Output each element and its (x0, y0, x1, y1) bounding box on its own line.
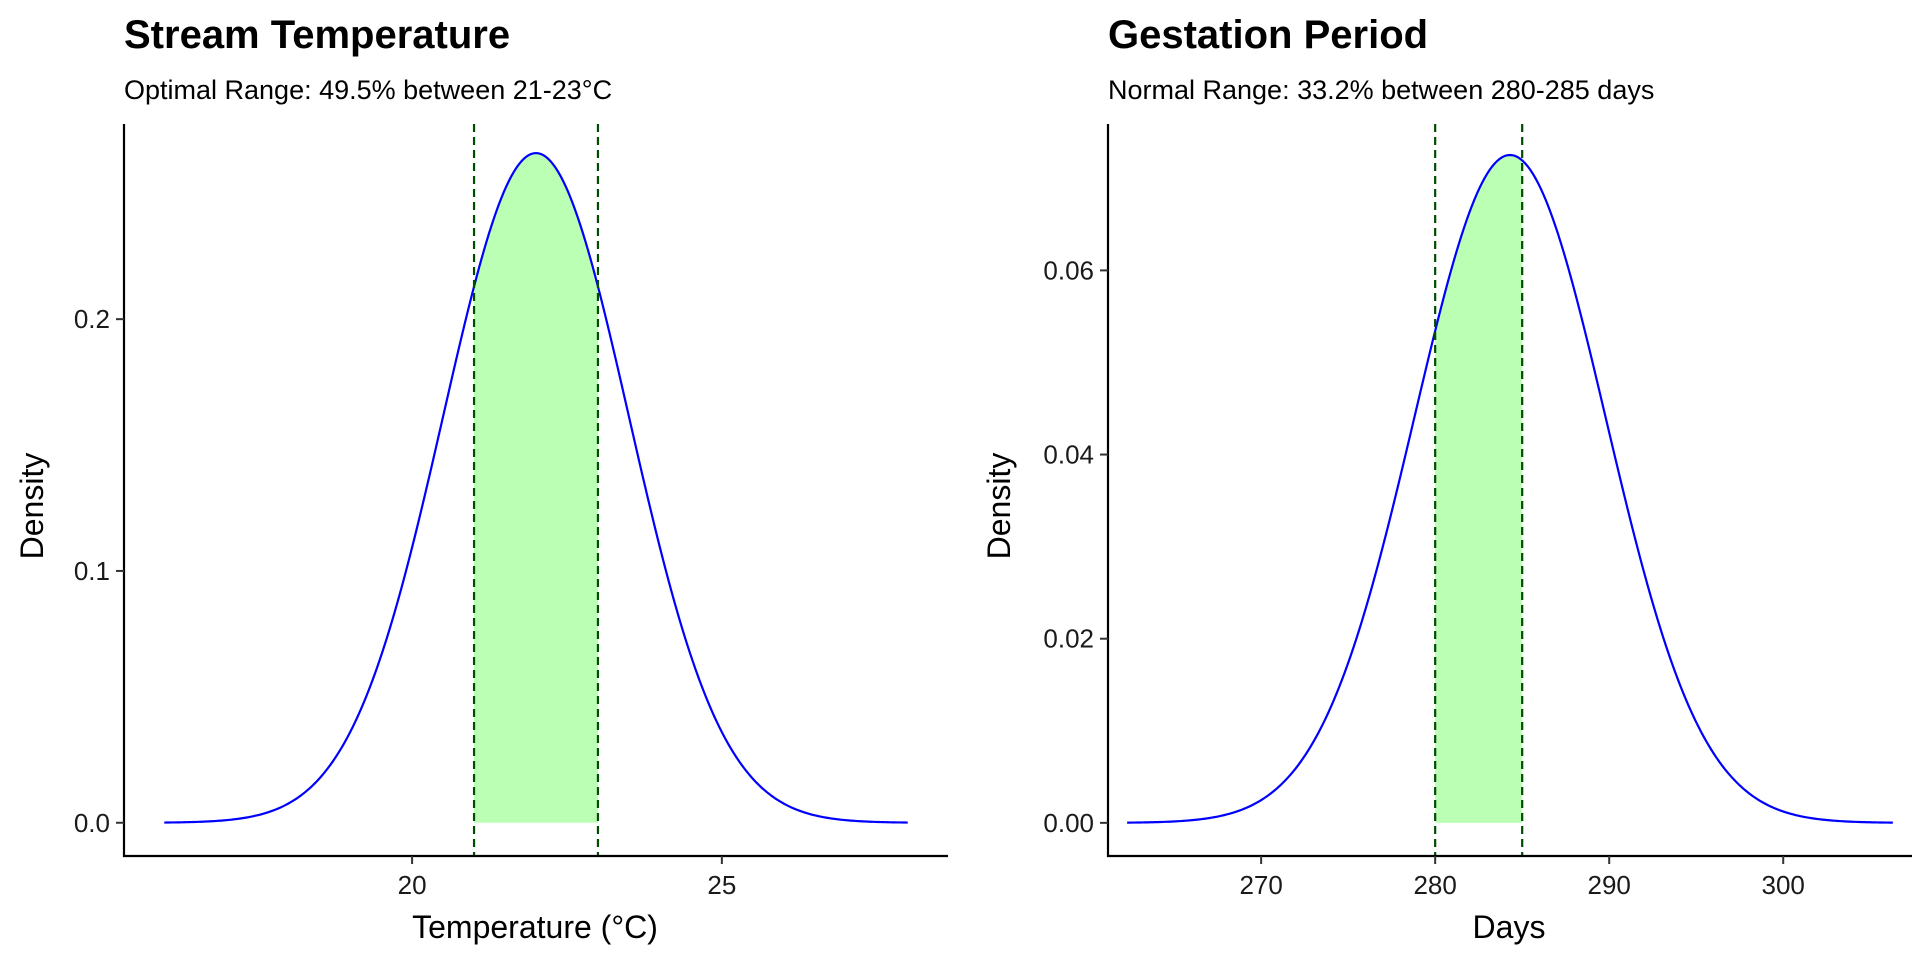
chart-title: Stream Temperature (124, 13, 510, 57)
x-tick-label: 20 (398, 870, 427, 900)
x-tick-label: 280 (1413, 870, 1456, 900)
density-curve (1127, 153, 1893, 824)
panel-stream-temperature: Stream Temperature Optimal Range: 49.5% … (14, 13, 948, 945)
y-tick-label: 0.0 (74, 808, 110, 838)
panel-gestation-period: Gestation Period Normal Range: 33.2% bet… (981, 13, 1912, 945)
chart-title: Gestation Period (1108, 13, 1428, 57)
x-tick-label: 290 (1587, 870, 1630, 900)
highlight-area (474, 153, 598, 823)
y-tick-label: 0.06 (1043, 255, 1094, 285)
density-curve (164, 151, 908, 824)
y-tick-label: 0.2 (74, 304, 110, 334)
highlight-area (1435, 154, 1523, 823)
y-tick-label: 0.1 (74, 556, 110, 586)
x-tick-label: 270 (1239, 870, 1282, 900)
y-axis-title: Density (14, 453, 50, 560)
y-tick-label: 0.00 (1043, 808, 1094, 838)
plot-area: 20 25 0.0 0.1 0.2 (74, 124, 948, 900)
x-tick-label: 25 (707, 870, 736, 900)
chart-subtitle: Normal Range: 33.2% between 280-285 days (1108, 75, 1654, 105)
x-tick-label: 300 (1762, 870, 1805, 900)
y-tick-label: 0.02 (1043, 624, 1094, 654)
x-axis-title: Temperature (°C) (412, 909, 658, 945)
x-axis-title: Days (1473, 909, 1546, 945)
chart-subtitle: Optimal Range: 49.5% between 21-23°C (124, 75, 612, 105)
plot-area: 270 280 290 300 0.00 0.02 0.04 0.06 (1043, 124, 1912, 900)
y-axis-title: Density (981, 453, 1017, 560)
y-tick-label: 0.04 (1043, 440, 1094, 470)
